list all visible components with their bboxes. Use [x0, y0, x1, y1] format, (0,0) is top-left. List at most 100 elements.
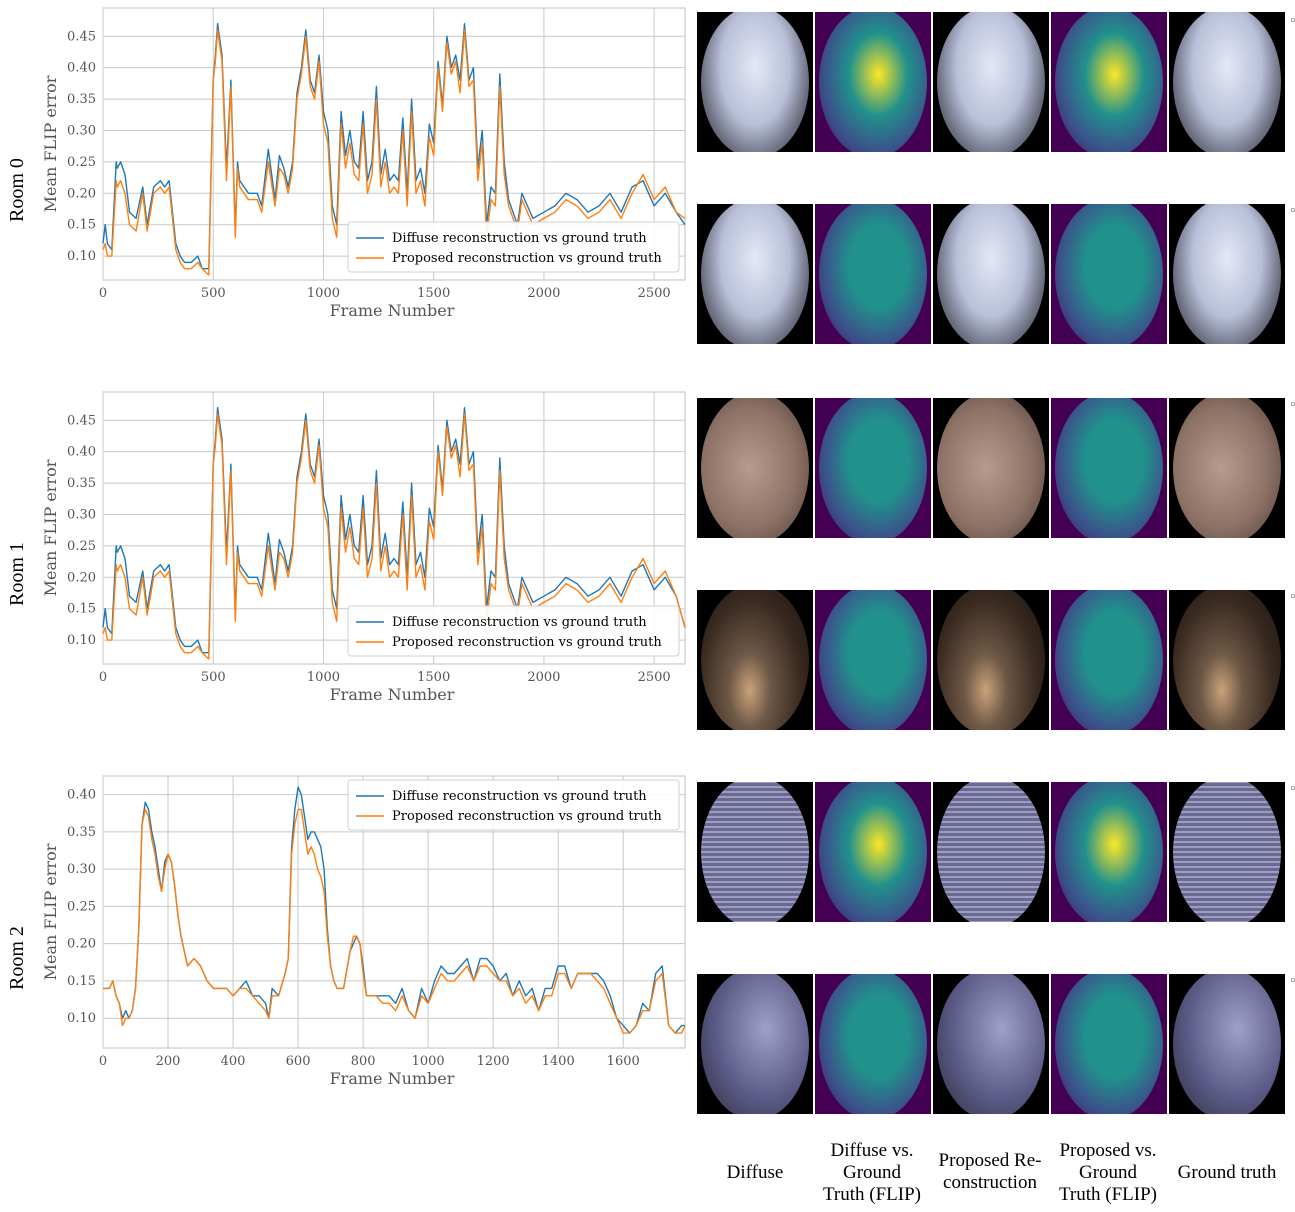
y-tick-label: 0.40	[67, 61, 96, 76]
y-tick-label: 0.20	[67, 570, 96, 585]
series-line-proposed	[102, 29, 686, 276]
x-tick-label: 1500	[417, 670, 450, 685]
legend-label: Diffuse reconstruction vs ground truth	[392, 231, 647, 246]
y-tick-label: 0.15	[67, 602, 96, 617]
x-tick-label: 1000	[412, 1054, 445, 1069]
image-cell-window-blinds-photo	[1169, 204, 1285, 344]
image-cell-flip-heatmap	[1051, 12, 1167, 152]
legend-label: Proposed reconstruction vs ground truth	[392, 251, 662, 266]
legend-label: Diffuse reconstruction vs ground truth	[392, 789, 647, 804]
image-cell-flip-heatmap	[1051, 204, 1167, 344]
column-caption-ground-truth: Ground truth	[1177, 1162, 1277, 1183]
fisheye-disc	[701, 398, 809, 538]
heatmap-disc	[1055, 204, 1163, 344]
image-cell-lamp-photo	[697, 590, 813, 730]
x-tick-label: 1500	[417, 286, 450, 301]
fisheye-disc	[701, 12, 809, 152]
heatmap-disc	[1055, 12, 1163, 152]
y-tick-label: 0.10	[67, 633, 96, 648]
line-chart-room-0: 0 500 1000 1500 2000 2500 0.10 0.15 0.20 0.25 0.30…	[41, 7, 686, 320]
line-chart-room-1: 0 500 1000 1500 2000 2500 0.10 0.15 0.20 0.25 0.30…	[41, 391, 686, 704]
x-tick-label: 500	[201, 670, 226, 685]
y-tick-label: 0.30	[67, 507, 96, 522]
image-cell-flip-heatmap	[815, 204, 931, 344]
image-cell-flip-heatmap	[815, 12, 931, 152]
edge-glyph: ◦	[1289, 590, 1295, 605]
fisheye-disc	[937, 782, 1045, 922]
y-tick-label: 0.15	[67, 218, 96, 233]
y-tick-label: 0.40	[67, 788, 96, 803]
image-cell-lamp-photo	[1169, 590, 1285, 730]
heatmap-disc	[819, 12, 927, 152]
y-tick-label: 0.25	[67, 155, 96, 170]
y-axis-title: Mean FLIP error	[41, 843, 60, 980]
line-chart-room-2: 0 200 400 600 800 1000 1200 1400 1600 0.10 0.15 0.2…	[41, 775, 686, 1088]
column-caption-diffuse: Diffuse	[726, 1162, 784, 1183]
image-cell-lamp-photo	[933, 590, 1049, 730]
y-tick-label: 0.15	[67, 974, 96, 989]
image-cell-flip-heatmap	[1051, 398, 1167, 538]
x-tick-label: 600	[286, 1054, 311, 1069]
x-tick-label: 1600	[607, 1054, 640, 1069]
image-cell-blinds-closeup-photo	[697, 782, 813, 922]
x-axis-title: Frame Number	[330, 685, 455, 704]
image-cell-mirror-frame-photo	[1169, 398, 1285, 538]
legend-box	[347, 221, 680, 273]
x-tick-label: 500	[201, 286, 226, 301]
x-tick-label: 2500	[638, 670, 671, 685]
image-cell-window-corner-photo	[1169, 974, 1285, 1114]
image-cell-mirror-frame-photo	[933, 398, 1049, 538]
fisheye-disc	[1173, 204, 1281, 344]
column-caption-diffuse-vs-gt: Diffuse vs. Ground Truth (FLIP)	[822, 1140, 921, 1205]
y-axis-title: Mean FLIP error	[41, 75, 60, 212]
image-cell-window-corner-photo	[933, 974, 1049, 1114]
x-tick-label: 0	[99, 670, 107, 685]
fisheye-disc	[701, 204, 809, 344]
fisheye-disc	[1173, 974, 1281, 1114]
image-cell-mirror-frame-photo	[697, 398, 813, 538]
fisheye-disc	[937, 974, 1045, 1114]
legend-box	[347, 779, 680, 831]
y-tick-label: 0.10	[67, 249, 96, 264]
heatmap-disc	[1055, 398, 1163, 538]
x-tick-label: 1000	[307, 670, 340, 685]
series-line-diffuse	[102, 23, 686, 270]
image-cell-flip-heatmap	[815, 398, 931, 538]
x-tick-label: 2000	[527, 286, 560, 301]
image-grid	[697, 12, 1295, 1114]
x-tick-label: 2000	[527, 670, 560, 685]
x-tick-label: 1400	[542, 1054, 575, 1069]
image-cell-blinds-closeup-photo	[933, 782, 1049, 922]
y-axis-title: Mean FLIP error	[41, 459, 60, 596]
x-tick-label: 0	[99, 286, 107, 301]
fisheye-disc	[937, 204, 1045, 344]
image-cell-window-blinds-photo	[933, 12, 1049, 152]
x-tick-label: 400	[221, 1054, 246, 1069]
y-tick-label: 0.25	[67, 539, 96, 554]
series-line-proposed	[102, 413, 686, 660]
y-tick-label: 0.40	[67, 445, 96, 460]
image-cell-blinds-closeup-photo	[1169, 782, 1285, 922]
fisheye-disc	[701, 782, 809, 922]
x-tick-label: 1200	[477, 1054, 510, 1069]
y-tick-label: 0.35	[67, 825, 96, 840]
image-cell-flip-heatmap	[815, 782, 931, 922]
x-tick-label: 1000	[307, 286, 340, 301]
edge-glyph: ◦	[1289, 782, 1295, 797]
edge-glyph: ◦	[1289, 974, 1295, 989]
y-tick-label: 0.45	[67, 29, 96, 44]
legend-label: Diffuse reconstruction vs ground truth	[392, 615, 647, 630]
fisheye-disc	[1173, 398, 1281, 538]
heatmap-disc	[1055, 782, 1163, 922]
edge-glyph: ◦	[1289, 14, 1295, 29]
y-tick-label: 0.30	[67, 862, 96, 877]
x-tick-label: 800	[351, 1054, 376, 1069]
y-tick-label: 0.45	[67, 413, 96, 428]
fisheye-disc	[701, 590, 809, 730]
x-tick-label: 200	[156, 1054, 181, 1069]
image-cell-window-blinds-photo	[933, 204, 1049, 344]
y-tick-label: 0.20	[67, 937, 96, 952]
column-caption-proposed-vs-gt: Proposed vs. Ground Truth (FLIP)	[1058, 1140, 1157, 1205]
fisheye-disc	[937, 590, 1045, 730]
x-axis-title: Frame Number	[330, 301, 455, 320]
